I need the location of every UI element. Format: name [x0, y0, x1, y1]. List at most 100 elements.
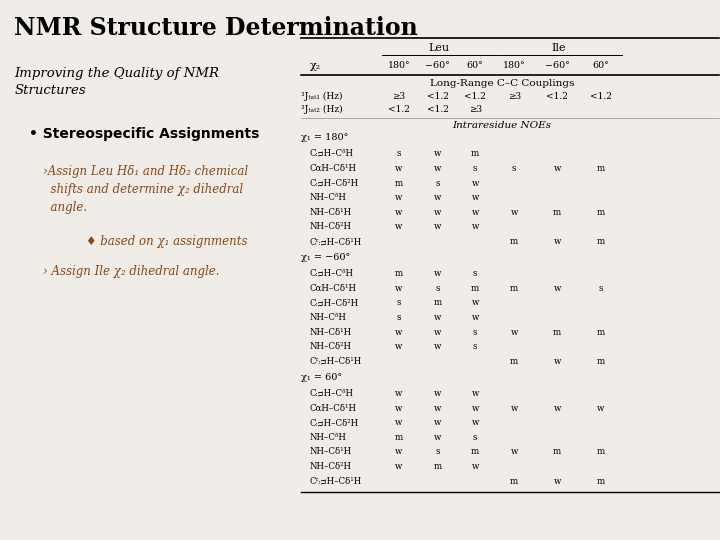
Text: m: m: [553, 328, 562, 336]
Text: ≥3: ≥3: [469, 105, 482, 113]
Text: χ₁ = 60°: χ₁ = 60°: [301, 373, 342, 382]
Text: CᴞH–CᶞH: CᴞH–CᶞH: [310, 389, 354, 398]
Text: <1.2: <1.2: [546, 92, 568, 100]
Text: CαH–Cδ¹H: CαH–Cδ¹H: [310, 404, 356, 413]
Text: w: w: [395, 164, 402, 173]
Text: ›Assign Leu Hδ₁ and Hδ₂ chemical
  shifts and determine χ₂ dihedral
  angle.: ›Assign Leu Hδ₁ and Hδ₂ chemical shifts …: [43, 165, 248, 214]
Text: w: w: [472, 313, 479, 322]
Text: NH–CᶞH: NH–CᶞH: [310, 193, 346, 202]
Text: NH–Cδ²H: NH–Cδ²H: [310, 342, 351, 351]
Text: m: m: [395, 269, 403, 278]
Text: CᶝᴞH–Cδ¹H: CᶝᴞH–Cδ¹H: [310, 237, 362, 246]
Text: w: w: [434, 328, 441, 336]
Text: m: m: [596, 328, 605, 336]
Text: s: s: [473, 269, 477, 278]
Text: m: m: [471, 150, 480, 158]
Text: w: w: [395, 284, 402, 293]
Text: m: m: [596, 237, 605, 246]
Text: ³Jₜₐₜ₁ (Hz): ³Jₜₐₜ₁ (Hz): [301, 92, 343, 100]
Text: w: w: [434, 269, 441, 278]
Text: w: w: [434, 404, 441, 413]
Text: w: w: [472, 222, 479, 231]
Text: CᶝᴞH–Cδ¹H: CᶝᴞH–Cδ¹H: [310, 357, 362, 366]
Text: w: w: [395, 208, 402, 217]
Text: m: m: [510, 237, 518, 246]
Text: m: m: [433, 299, 442, 307]
Text: w: w: [395, 404, 402, 413]
Text: NH–CᶞH: NH–CᶞH: [310, 313, 346, 322]
Text: 60°: 60°: [592, 62, 609, 70]
Text: s: s: [397, 150, 401, 158]
Text: w: w: [554, 164, 561, 173]
Text: w: w: [434, 418, 441, 427]
Text: s: s: [473, 342, 477, 351]
Text: CαH–Cδ¹H: CαH–Cδ¹H: [310, 164, 356, 173]
Text: w: w: [554, 404, 561, 413]
Text: m: m: [471, 284, 480, 293]
Text: s: s: [512, 164, 516, 173]
Text: m: m: [510, 284, 518, 293]
Text: −60°: −60°: [426, 62, 450, 70]
Text: m: m: [510, 357, 518, 366]
Text: w: w: [510, 328, 518, 336]
Text: <1.2: <1.2: [427, 105, 449, 113]
Text: s: s: [397, 299, 401, 307]
Text: <1.2: <1.2: [388, 105, 410, 113]
Text: Ile: Ile: [552, 43, 566, 52]
Text: w: w: [434, 150, 441, 158]
Text: w: w: [395, 342, 402, 351]
Text: w: w: [472, 179, 479, 187]
Text: NH–CᶞH: NH–CᶞH: [310, 433, 346, 442]
Text: m: m: [596, 164, 605, 173]
Text: NH–Cδ¹H: NH–Cδ¹H: [310, 448, 352, 456]
Text: CᴞH–CᶞH: CᴞH–CᶞH: [310, 269, 354, 278]
Text: w: w: [434, 193, 441, 202]
Text: m: m: [553, 448, 562, 456]
Text: m: m: [596, 357, 605, 366]
Text: s: s: [436, 284, 440, 293]
Text: CᴞH–Cδ²H: CᴞH–Cδ²H: [310, 418, 359, 427]
Text: <1.2: <1.2: [427, 92, 449, 100]
Text: w: w: [472, 299, 479, 307]
Text: ♦ based on χ₁ assignments: ♦ based on χ₁ assignments: [86, 235, 248, 248]
Text: ≥3: ≥3: [508, 92, 521, 100]
Text: CᴞH–CᶞH: CᴞH–CᶞH: [310, 150, 354, 158]
Text: χ₂: χ₂: [310, 61, 320, 71]
Text: s: s: [598, 284, 603, 293]
Text: • Stereospecific Assignments: • Stereospecific Assignments: [29, 127, 259, 141]
Text: w: w: [472, 418, 479, 427]
Text: m: m: [553, 208, 562, 217]
Text: w: w: [510, 208, 518, 217]
Text: <1.2: <1.2: [464, 92, 486, 100]
Text: CαH–Cδ¹H: CαH–Cδ¹H: [310, 284, 356, 293]
Text: w: w: [472, 389, 479, 398]
Text: <1.2: <1.2: [590, 92, 611, 100]
Text: χ₁ = −60°: χ₁ = −60°: [301, 253, 350, 262]
Text: m: m: [395, 179, 403, 187]
Text: w: w: [597, 404, 604, 413]
Text: w: w: [434, 313, 441, 322]
Text: w: w: [395, 328, 402, 336]
Text: m: m: [433, 462, 442, 471]
Text: w: w: [434, 389, 441, 398]
Text: w: w: [510, 404, 518, 413]
Text: w: w: [472, 193, 479, 202]
Text: NMR Structure Determination: NMR Structure Determination: [14, 16, 418, 40]
Text: w: w: [554, 237, 561, 246]
Text: Improving the Quality of NMR
Structures: Improving the Quality of NMR Structures: [14, 68, 220, 98]
Text: w: w: [395, 418, 402, 427]
Text: χ₁ = 180°: χ₁ = 180°: [301, 133, 348, 142]
Text: w: w: [554, 284, 561, 293]
Text: w: w: [395, 389, 402, 398]
Text: w: w: [395, 462, 402, 471]
Text: NH–Cδ¹H: NH–Cδ¹H: [310, 208, 352, 217]
Text: w: w: [472, 208, 479, 217]
Text: 60°: 60°: [467, 62, 484, 70]
Text: ≥3: ≥3: [392, 92, 405, 100]
Text: m: m: [596, 448, 605, 456]
Text: m: m: [596, 477, 605, 485]
Text: w: w: [472, 404, 479, 413]
Text: s: s: [436, 179, 440, 187]
Text: w: w: [434, 222, 441, 231]
Text: NH–Cδ²H: NH–Cδ²H: [310, 222, 351, 231]
